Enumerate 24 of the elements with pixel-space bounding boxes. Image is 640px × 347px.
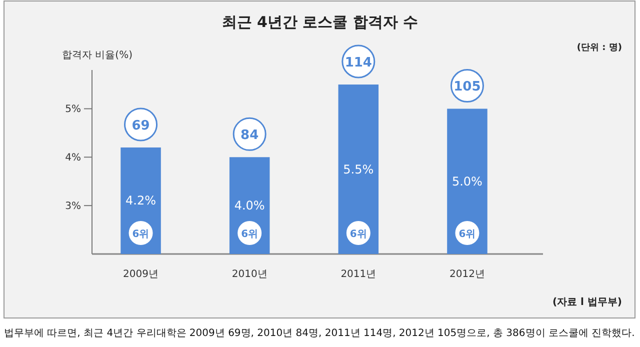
data-label: 5.5% [343,162,374,176]
annotation: 6위 [241,229,258,240]
data-label: 4.2% [126,194,156,208]
data-label: 5.0% [452,174,482,188]
x-tick-label: 2009년 [123,269,158,280]
x-tick-label: 2011년 [340,269,376,280]
annotation: 105 [454,80,481,95]
text: (자료 l 법무부) [552,297,622,308]
data-label: 4.0% [234,198,265,213]
annotation: 84 [240,128,259,144]
annotation: 6위 [350,229,367,240]
chart-title: 최근 4년간 로스쿨 합격자 수 [222,13,418,31]
x-tick-label: 2010년 [232,269,268,280]
y-tick-label: 5% [65,104,81,115]
text: 법무부에 따르면, 최근 4년간 우리대학은 2009년 69명, 2010년 84명, 2011년 114명, 2012년 105명으로, 총 386명이 로스쿨에 진학했다. [4,328,635,339]
annotation: 6위 [458,229,476,240]
x-tick-label: 2012년 [450,269,485,280]
annotation: 6위 [132,229,150,240]
annotation: 69 [132,118,150,134]
y-axis-title: 합격자 비율(%) [62,50,133,61]
y-tick-label: 3% [65,200,81,212]
y-tick-label: 4% [65,152,81,164]
annotation: 114 [344,56,372,71]
text: (단위 : 명) [576,43,622,53]
